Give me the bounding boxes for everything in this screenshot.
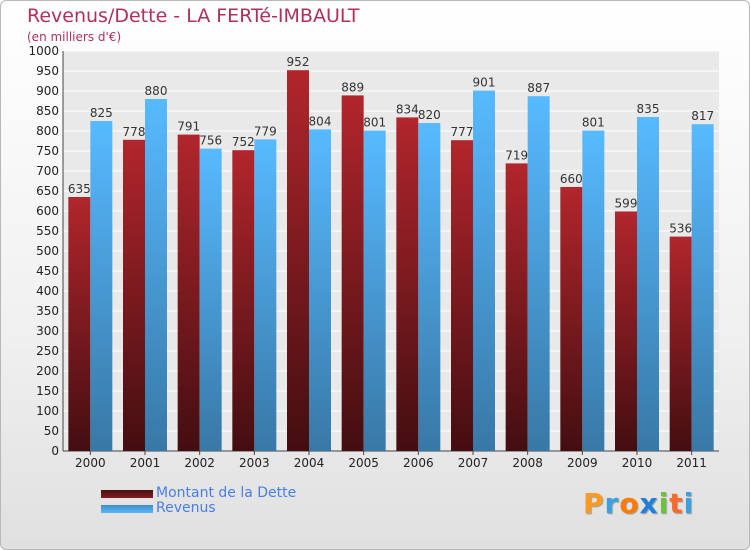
y-tick-label: 0 xyxy=(51,444,59,458)
y-tick-label: 550 xyxy=(36,224,59,238)
data-label: 952 xyxy=(287,55,310,69)
x-tick-label: 2007 xyxy=(458,456,489,470)
bar-debt xyxy=(396,117,419,452)
logo-letter: i xyxy=(683,487,695,520)
data-label: 901 xyxy=(473,76,496,90)
logo-letter: i xyxy=(658,487,670,520)
bar-debt xyxy=(505,163,528,451)
y-tick-label: 200 xyxy=(36,364,59,378)
x-tick-label: 2000 xyxy=(75,456,106,470)
bar-revenue xyxy=(363,130,386,451)
y-tick-label: 250 xyxy=(36,344,59,358)
data-label: 820 xyxy=(418,108,441,122)
chart-title: Revenus/Dette - LA FERTé-IMBAULT xyxy=(27,5,360,27)
data-label: 880 xyxy=(145,84,168,98)
bar-revenue xyxy=(90,121,113,451)
data-label: 804 xyxy=(309,114,332,128)
y-tick-label: 1000 xyxy=(28,44,59,58)
data-label: 889 xyxy=(341,80,364,94)
y-tick-label: 150 xyxy=(36,384,59,398)
y-tick-label: 450 xyxy=(36,264,59,278)
x-tick-label: 2011 xyxy=(676,456,707,470)
y-tick-label: 100 xyxy=(36,404,59,418)
data-label: 599 xyxy=(615,196,638,210)
y-tick-label: 700 xyxy=(36,164,59,178)
bar-revenue xyxy=(145,99,167,451)
proxiti-logo: Proxiti xyxy=(583,487,694,520)
bar-revenue xyxy=(691,124,714,451)
x-tick-label: 2008 xyxy=(512,456,543,470)
x-tick-label: 2006 xyxy=(403,456,434,470)
legend-label-revenue: Revenus xyxy=(156,500,216,516)
bar-revenue xyxy=(473,90,495,451)
data-label: 825 xyxy=(90,106,113,120)
x-tick-label: 2003 xyxy=(239,456,270,470)
y-tick-label: 400 xyxy=(36,284,59,298)
data-label: 660 xyxy=(560,172,583,186)
data-label: 752 xyxy=(232,135,255,149)
chart-subtitle: (en milliers d'€) xyxy=(27,30,122,44)
y-tick-label: 800 xyxy=(36,124,59,138)
data-label: 777 xyxy=(451,125,474,139)
logo-letter: t xyxy=(669,487,684,520)
data-label: 536 xyxy=(669,222,692,236)
bar-debt xyxy=(615,211,637,451)
data-label: 635 xyxy=(68,182,91,196)
logo-letter: P xyxy=(583,487,605,520)
bar-revenue xyxy=(582,130,605,451)
x-tick-label: 2009 xyxy=(567,456,598,470)
y-tick-label: 900 xyxy=(36,84,59,98)
y-tick-label: 50 xyxy=(44,424,59,438)
data-label: 801 xyxy=(582,116,605,130)
data-label: 835 xyxy=(637,102,660,116)
bar-debt xyxy=(232,150,255,451)
logo-letter: o xyxy=(619,487,640,520)
x-tick-label: 2001 xyxy=(130,456,161,470)
data-label: 756 xyxy=(199,134,222,148)
bar-debt xyxy=(287,70,309,451)
bar-debt xyxy=(68,197,91,451)
bar-revenue xyxy=(309,129,331,451)
legend-swatch-revenue xyxy=(101,505,153,513)
y-tick-label: 600 xyxy=(36,204,59,218)
data-label: 719 xyxy=(505,148,528,162)
data-label: 834 xyxy=(396,102,419,116)
bar-debt xyxy=(177,134,200,451)
data-label: 778 xyxy=(123,125,146,139)
y-tick-label: 300 xyxy=(36,324,59,338)
logo-letter: x xyxy=(639,487,659,520)
y-tick-label: 650 xyxy=(36,184,59,198)
y-tick-label: 350 xyxy=(36,304,59,318)
data-label: 801 xyxy=(363,116,386,130)
legend-swatch-debt xyxy=(101,490,153,498)
bar-debt xyxy=(451,140,473,451)
data-label: 791 xyxy=(177,120,200,134)
data-label: 817 xyxy=(691,109,714,123)
bar-debt xyxy=(560,187,583,451)
x-tick-label: 2010 xyxy=(622,456,653,470)
x-tick-label: 2005 xyxy=(348,456,379,470)
bar-debt xyxy=(669,236,692,451)
y-tick-label: 850 xyxy=(36,104,59,118)
bar-revenue xyxy=(254,139,277,451)
x-tick-label: 2002 xyxy=(184,456,215,470)
y-tick-label: 500 xyxy=(36,244,59,258)
data-label: 779 xyxy=(254,124,277,138)
legend-label-debt: Montant de la Dette xyxy=(156,485,297,501)
bar-revenue xyxy=(418,123,441,451)
y-tick-label: 750 xyxy=(36,144,59,158)
data-label: 887 xyxy=(527,81,550,95)
logo-letter: r xyxy=(604,487,620,520)
bar-revenue xyxy=(637,117,659,451)
bar-debt xyxy=(123,139,145,452)
bar-revenue xyxy=(199,148,222,451)
x-tick-label: 2004 xyxy=(294,456,325,470)
bar-revenue xyxy=(527,96,550,451)
bar-debt xyxy=(341,95,364,452)
y-tick-label: 950 xyxy=(36,64,59,78)
